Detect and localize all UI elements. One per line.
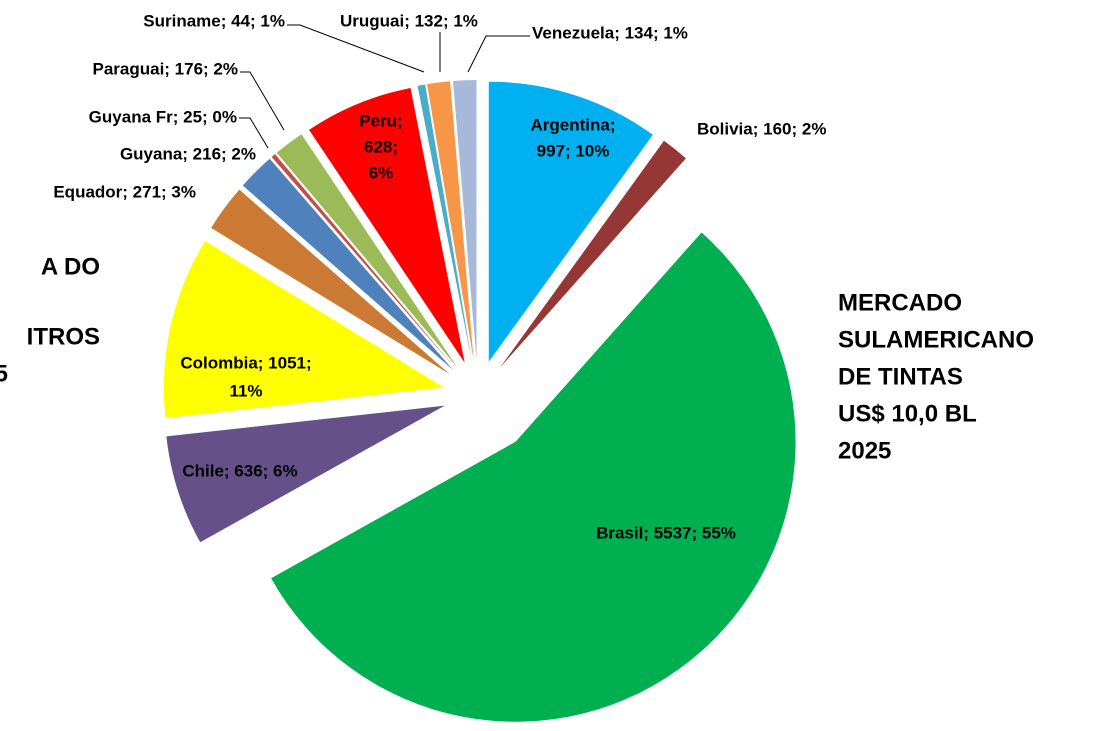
chart-title: US$ 10,0 BL bbox=[838, 400, 977, 427]
pie-slice bbox=[271, 232, 796, 722]
pie-slice bbox=[427, 81, 474, 361]
pie-slice bbox=[271, 154, 456, 369]
data-label: 628; bbox=[364, 137, 398, 156]
annotation: A DO bbox=[41, 253, 100, 280]
annotation: ITROS bbox=[27, 323, 100, 350]
pie-slice bbox=[309, 87, 465, 363]
data-label: 997; 10% bbox=[537, 141, 610, 160]
data-label: Equador; 271; 3% bbox=[53, 182, 196, 201]
data-label: Guyana; 216; 2% bbox=[120, 144, 256, 163]
data-label: 6% bbox=[369, 163, 394, 182]
pie-slice bbox=[417, 84, 472, 361]
data-label: Paraguai; 176; 2% bbox=[92, 59, 238, 78]
pie-slice bbox=[211, 189, 450, 375]
pie-slice bbox=[166, 405, 445, 543]
data-label: Brasil; 5537; 55% bbox=[596, 523, 736, 542]
pie-slice bbox=[499, 140, 686, 368]
chart-title: SULAMERICANO bbox=[838, 326, 1034, 353]
data-label: Uruguai; 132; 1% bbox=[340, 11, 478, 30]
chart-title: DE TINTAS bbox=[838, 363, 963, 390]
leader-line bbox=[239, 117, 269, 149]
pie-slice bbox=[452, 80, 477, 361]
leader-line bbox=[287, 24, 425, 73]
chart-title: MERCADO bbox=[838, 289, 962, 316]
pie-slice bbox=[163, 241, 444, 419]
data-label: Bolivia; 160; 2% bbox=[697, 119, 826, 138]
pie-slice bbox=[276, 134, 457, 368]
data-label: Colombia; 1051; bbox=[180, 353, 311, 372]
pie-slice bbox=[488, 81, 653, 362]
annotation: 5 bbox=[0, 360, 8, 387]
data-label: Venezuela; 134; 1% bbox=[532, 23, 688, 42]
data-label: Suriname; 44; 1% bbox=[143, 11, 285, 30]
leader-line bbox=[240, 71, 285, 131]
data-label: 11% bbox=[229, 381, 262, 400]
chart-title: 2025 bbox=[838, 437, 891, 464]
data-label: Chile; 636; 6% bbox=[182, 461, 297, 480]
data-label: Peru; bbox=[359, 111, 402, 130]
data-label: Argentina; bbox=[531, 115, 616, 134]
data-label: Guyana Fr; 25; 0% bbox=[89, 107, 237, 126]
pie-slice bbox=[242, 158, 454, 371]
leader-line bbox=[467, 35, 530, 73]
